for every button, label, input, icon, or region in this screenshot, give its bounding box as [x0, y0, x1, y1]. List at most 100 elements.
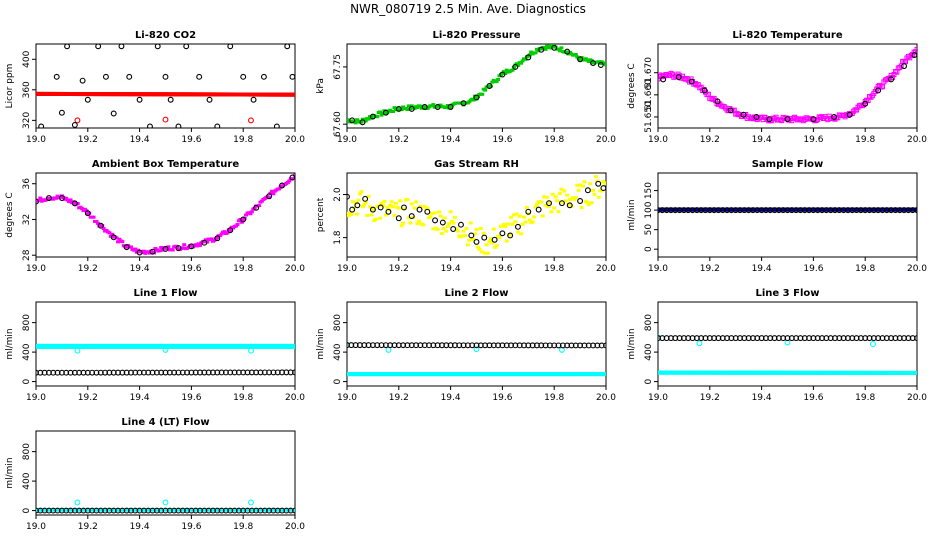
data-point: [356, 198, 361, 202]
data-point: [546, 200, 552, 207]
data-point: [405, 108, 410, 112]
data-point: [248, 212, 253, 216]
y-tick-label: 360: [22, 81, 32, 98]
chart-title: Li-820 Temperature: [732, 30, 842, 41]
data-point: [483, 88, 488, 92]
series-2: [36, 369, 295, 376]
data-point: [445, 103, 450, 107]
data-point: [84, 210, 91, 217]
data-point: [239, 220, 244, 224]
data-point: [359, 119, 366, 126]
x-tick-label: 19.0: [26, 393, 46, 403]
data-point: [366, 117, 371, 121]
data-point: [888, 76, 895, 83]
data-point: [431, 227, 436, 231]
data-point: [599, 189, 604, 193]
data-point: [61, 195, 66, 199]
data-point: [268, 191, 273, 195]
data-point: [94, 219, 99, 223]
data-point: [292, 507, 295, 514]
data-point: [534, 202, 539, 206]
data-point: [279, 182, 285, 189]
data-point: [578, 58, 583, 62]
data-point: [540, 214, 545, 218]
data-point: [486, 251, 491, 255]
y-tick-label: 67.75: [333, 54, 343, 80]
data-point: [84, 96, 91, 103]
data-point: [514, 62, 519, 66]
x-tick-label: 20.0: [285, 264, 305, 274]
data-point: [448, 210, 453, 214]
data-point: [97, 222, 104, 229]
chart-panel-1: Li-820 CO2 19.0 19.2 19.4 19.6 19.8 20.0 320 360…: [5, 30, 305, 145]
data-point: [355, 212, 360, 216]
y-axis-label: degrees C: [627, 63, 637, 108]
x-tick-label: 19.4: [441, 264, 461, 274]
x-tick-label: 19.0: [648, 135, 668, 145]
data-point: [116, 240, 121, 244]
data-point: [347, 214, 351, 218]
data-point: [590, 60, 596, 67]
data-point: [136, 249, 143, 256]
data-point: [721, 104, 727, 110]
data-point: [392, 106, 397, 110]
y-tick-label: 28: [22, 249, 32, 261]
data-point: [471, 237, 476, 241]
data-point: [214, 235, 221, 242]
x-tick-label: 19.8: [544, 264, 564, 274]
y-axis-label: degrees C: [5, 192, 15, 237]
y-tick-label: 51.660: [644, 79, 654, 111]
data-point: [424, 208, 431, 215]
data-point: [915, 370, 917, 375]
data-point: [566, 202, 573, 209]
data-point: [568, 197, 573, 201]
x-tick-label: 19.0: [337, 264, 357, 274]
data-point: [494, 79, 499, 83]
data-point: [851, 108, 857, 114]
plot-area: [36, 343, 295, 376]
data-point: [166, 245, 171, 249]
data-point: [481, 231, 486, 235]
data-point: [563, 199, 568, 203]
x-tick-label: 19.2: [78, 135, 98, 145]
plot-area: [36, 173, 295, 256]
data-point: [363, 119, 368, 123]
data-point: [473, 238, 480, 245]
data-point: [253, 204, 260, 211]
data-point: [520, 59, 525, 63]
data-point: [766, 116, 773, 123]
data-point: [91, 215, 96, 219]
data-point: [369, 213, 374, 217]
data-point: [143, 251, 148, 255]
data-point: [379, 113, 384, 117]
data-point: [688, 76, 694, 82]
data-point: [373, 217, 378, 221]
data-point: [501, 222, 506, 226]
data-point: [375, 115, 380, 119]
data-point: [734, 110, 740, 116]
data-point: [475, 245, 480, 249]
data-point: [533, 205, 538, 209]
data-point: [602, 61, 606, 65]
data-point: [577, 56, 584, 63]
y-tick-label: 51.650: [644, 101, 654, 133]
data-point: [577, 198, 584, 204]
data-point: [511, 65, 516, 69]
data-point: [539, 47, 544, 51]
x-tick-label: 20.0: [596, 264, 616, 274]
data-point: [468, 221, 473, 225]
data-point: [405, 197, 410, 201]
data-point: [441, 227, 446, 231]
data-point: [598, 61, 603, 65]
data-point: [773, 114, 779, 120]
data-point: [603, 342, 606, 349]
data-point: [162, 499, 169, 506]
x-tick-label: 19.4: [130, 264, 150, 274]
data-point: [478, 226, 483, 230]
x-tick-label: 19.8: [855, 135, 875, 145]
data-point: [529, 50, 534, 54]
data-point: [370, 208, 375, 212]
data-point: [222, 230, 227, 234]
data-point: [128, 245, 133, 249]
data-point: [175, 123, 182, 128]
